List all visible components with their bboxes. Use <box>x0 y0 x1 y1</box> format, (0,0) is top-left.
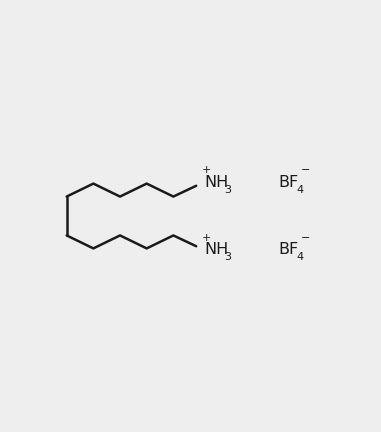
Text: NH: NH <box>205 175 229 190</box>
Text: NH: NH <box>205 242 229 257</box>
Text: 4: 4 <box>296 252 304 263</box>
Text: BF: BF <box>278 175 298 190</box>
Text: 4: 4 <box>296 185 304 195</box>
Text: +: + <box>202 165 211 175</box>
Text: 3: 3 <box>224 252 231 263</box>
Text: +: + <box>202 232 211 243</box>
Text: −: − <box>301 232 311 243</box>
Text: BF: BF <box>278 242 298 257</box>
Text: −: − <box>301 165 311 175</box>
Text: 3: 3 <box>224 185 231 195</box>
